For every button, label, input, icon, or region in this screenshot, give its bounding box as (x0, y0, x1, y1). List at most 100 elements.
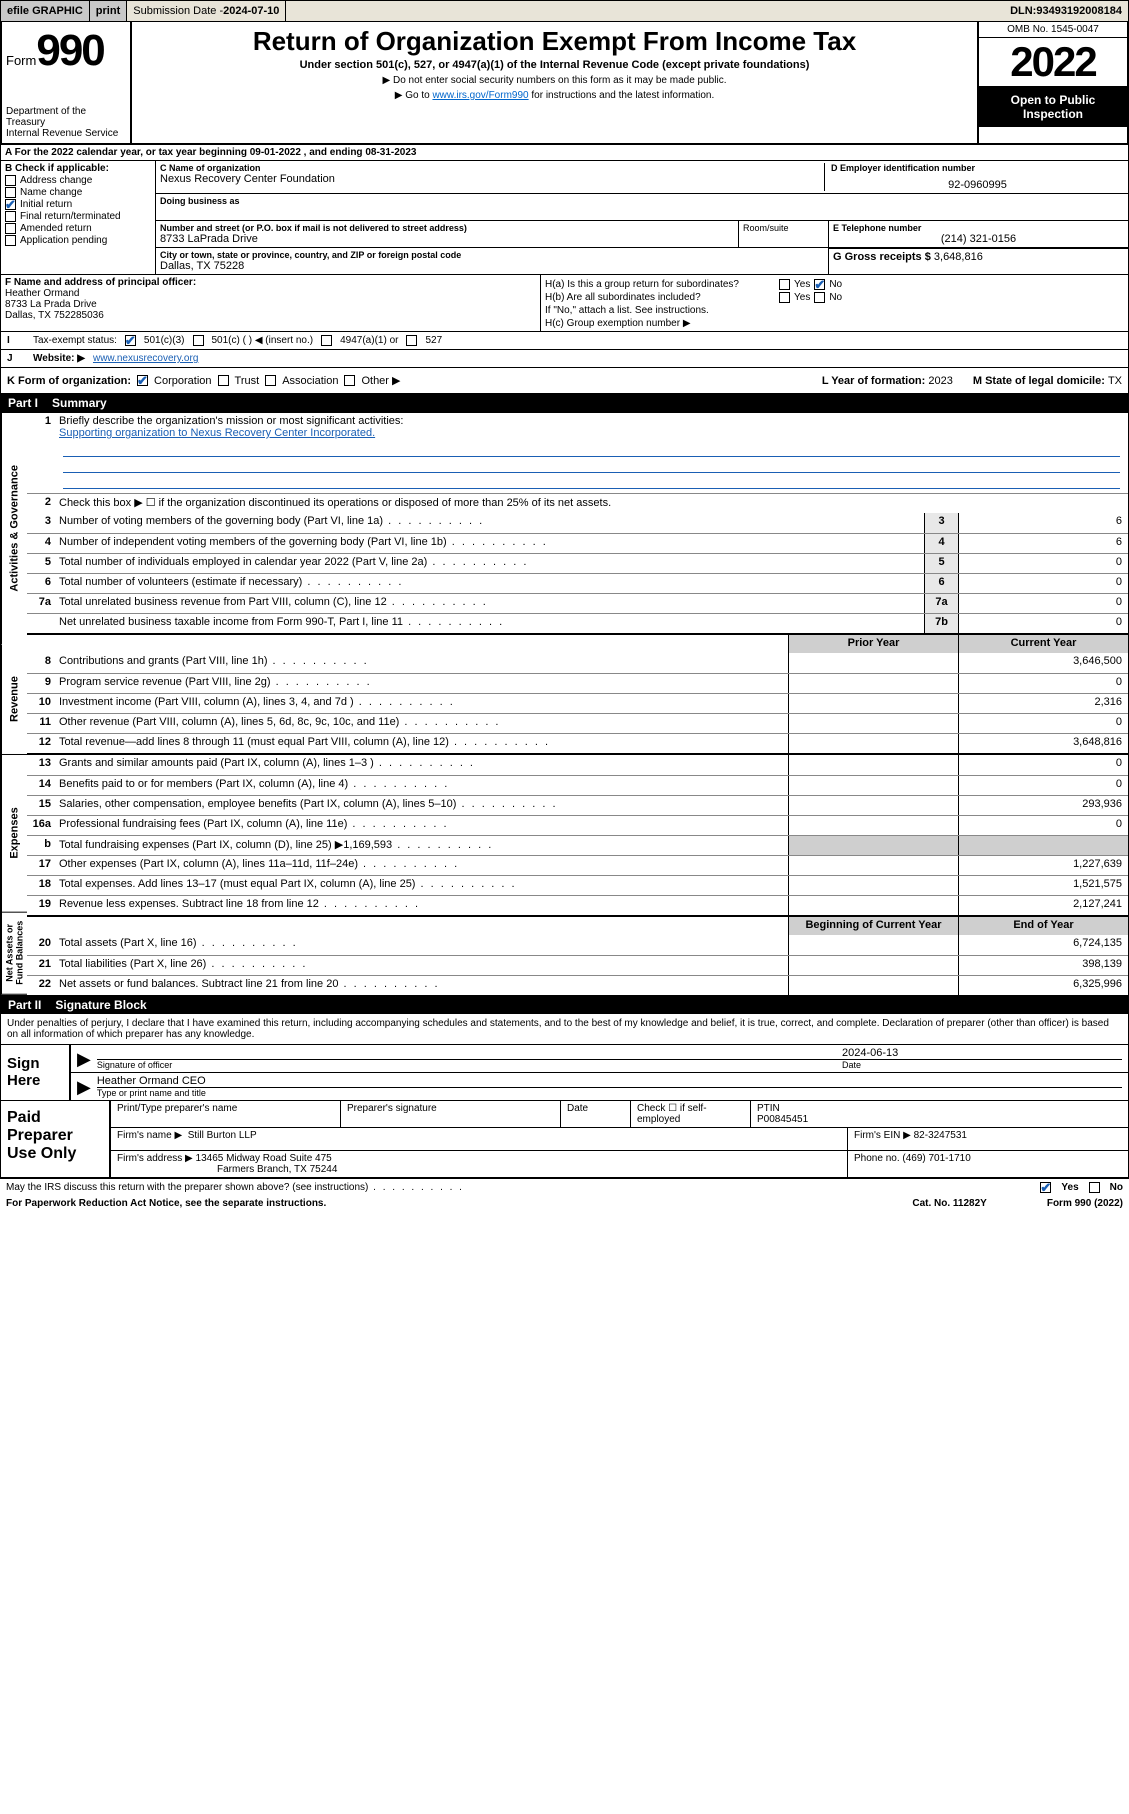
527-checkbox[interactable] (406, 335, 417, 346)
addr-label: Number and street (or P.O. box if mail i… (160, 223, 734, 233)
trust-checkbox[interactable] (218, 375, 229, 386)
line-21-prior (788, 956, 958, 975)
phone-value: (214) 321-0156 (833, 233, 1124, 245)
line-20-current: 6,724,135 (958, 935, 1128, 955)
501c-checkbox[interactable] (193, 335, 204, 346)
irs-link[interactable]: www.irs.gov/Form990 (432, 90, 528, 101)
print-button[interactable]: print (90, 1, 127, 21)
line-b-desc: Total fundraising expenses (Part IX, col… (55, 836, 788, 855)
phone-label: E Telephone number (833, 223, 1124, 233)
form-990-label: Form990 (6, 26, 126, 76)
firm-ein-label: Firm's EIN ▶ (854, 1130, 911, 1141)
firm-ein: 82-3247531 (914, 1130, 967, 1141)
section-FH: F Name and address of principal officer:… (0, 275, 1129, 332)
line-14-current: 0 (958, 776, 1128, 795)
line-22-prior (788, 976, 958, 995)
signature-arrow-icon: ▶ (77, 1049, 97, 1070)
dba-label: Doing business as (160, 196, 1124, 206)
org-name-label: C Name of organization (160, 163, 818, 173)
officer-addr2: Dallas, TX 752285036 (5, 310, 536, 321)
line-4-desc: Number of independent voting members of … (55, 534, 924, 553)
paperwork-notice: For Paperwork Reduction Act Notice, see … (6, 1198, 326, 1209)
tax-year: 2022 (979, 38, 1127, 87)
side-governance: Activities & Governance (1, 413, 27, 645)
line-21-current: 398,139 (958, 956, 1128, 975)
firm-addr-label: Firm's address ▶ (117, 1153, 193, 1164)
mission-value[interactable]: Supporting organization to Nexus Recover… (59, 427, 375, 439)
summary-table: Activities & Governance Revenue Expenses… (0, 412, 1129, 996)
dept-treasury: Department of the Treasury Internal Reve… (6, 106, 126, 139)
line-9-current: 0 (958, 674, 1128, 693)
row-I: I Tax-exempt status: 501(c)(3) 501(c) ( … (0, 332, 1129, 350)
ha-yes-checkbox[interactable] (779, 279, 790, 290)
checkbox-final-return-terminated[interactable]: Final return/terminated (5, 211, 151, 222)
mission-label: Briefly describe the organization's miss… (59, 415, 1124, 427)
officer-label: F Name and address of principal officer: (5, 277, 536, 288)
section-BCDEG: B Check if applicable: Address changeNam… (0, 161, 1129, 275)
org-name: Nexus Recovery Center Foundation (160, 173, 818, 185)
line-22-desc: Net assets or fund balances. Subtract li… (55, 976, 788, 995)
ein-label: D Employer identification number (831, 163, 1124, 173)
line2-checkbox-text: Check this box ▶ ☐ if the organization d… (55, 494, 1128, 513)
line-3-desc: Number of voting members of the governin… (55, 513, 924, 533)
dln: DLN: 93493192008184 (1004, 1, 1128, 21)
line-20-prior (788, 935, 958, 955)
line-18-current: 1,521,575 (958, 876, 1128, 895)
checkbox-amended-return[interactable]: Amended return (5, 223, 151, 234)
side-expenses: Expenses (1, 755, 27, 913)
line-3-value: 6 (958, 513, 1128, 533)
sig-officer-label: Signature of officer (97, 1060, 842, 1070)
row-K: K Form of organization: Corporation Trus… (0, 368, 1129, 394)
line-8-current: 3,646,500 (958, 653, 1128, 673)
line-12-current: 3,648,816 (958, 734, 1128, 753)
assoc-checkbox[interactable] (265, 375, 276, 386)
checkbox-application-pending[interactable]: Application pending (5, 235, 151, 246)
footer-discuss: May the IRS discuss this return with the… (0, 1178, 1129, 1196)
line-13-desc: Grants and similar amounts paid (Part IX… (55, 755, 788, 775)
hdr-prior-year: Prior Year (788, 635, 958, 653)
ha-no-checkbox[interactable] (814, 279, 825, 290)
hdr-begin-year: Beginning of Current Year (788, 917, 958, 935)
line-5-value: 0 (958, 554, 1128, 573)
line-11-desc: Other revenue (Part VIII, column (A), li… (55, 714, 788, 733)
line-19-current: 2,127,241 (958, 896, 1128, 915)
preparer-section: Paid Preparer Use Only Print/Type prepar… (0, 1101, 1129, 1178)
ptin-label: PTIN (757, 1103, 1122, 1114)
website-link[interactable]: www.nexusrecovery.org (93, 353, 198, 364)
efile-button[interactable]: efile GRAPHIC (1, 1, 90, 21)
501c3-checkbox[interactable] (125, 335, 136, 346)
4947-checkbox[interactable] (321, 335, 332, 346)
city-value: Dallas, TX 75228 (160, 260, 824, 272)
line-6-desc: Total number of volunteers (estimate if … (55, 574, 924, 593)
state-domicile: M State of legal domicile: TX (973, 375, 1122, 387)
line-8-desc: Contributions and grants (Part VIII, lin… (55, 653, 788, 673)
checkbox-initial-return[interactable]: Initial return (5, 199, 151, 210)
footer-bottom: For Paperwork Reduction Act Notice, see … (0, 1196, 1129, 1211)
discuss-no-checkbox[interactable] (1089, 1182, 1100, 1193)
checkbox-name-change[interactable]: Name change (5, 187, 151, 198)
note-ssn: ▶ Do not enter social security numbers o… (140, 75, 969, 86)
submission-date: Submission Date - 2024-07-10 (127, 1, 286, 21)
signature-declaration: Under penalties of perjury, I declare th… (1, 1014, 1128, 1044)
row-J: J Website: ▶ www.nexusrecovery.org (0, 350, 1129, 368)
addr-value: 8733 LaPrada Drive (160, 233, 734, 245)
sig-name-title-label: Type or print name and title (97, 1087, 1122, 1098)
ptin-value: P00845451 (757, 1114, 1122, 1125)
row-A-tax-year: A For the 2022 calendar year, or tax yea… (0, 145, 1129, 161)
line-17-desc: Other expenses (Part IX, column (A), lin… (55, 856, 788, 875)
firm-addr1: 13465 Midway Road Suite 475 (196, 1153, 332, 1164)
hb-no-checkbox[interactable] (814, 292, 825, 303)
line-12-desc: Total revenue—add lines 8 through 11 (mu… (55, 734, 788, 753)
checkbox-address-change[interactable]: Address change (5, 175, 151, 186)
sig-date-value: 2024-06-13 (842, 1047, 1122, 1059)
other-checkbox[interactable] (344, 375, 355, 386)
line-18-desc: Total expenses. Add lines 13–17 (must eq… (55, 876, 788, 895)
line-18-prior (788, 876, 958, 895)
cat-no: Cat. No. 11282Y (912, 1198, 986, 1209)
hb-yes-checkbox[interactable] (779, 292, 790, 303)
line-13-current: 0 (958, 755, 1128, 775)
gross-receipts: G Gross receipts $ 3,648,816 (833, 251, 1124, 263)
corp-checkbox[interactable] (137, 375, 148, 386)
line-20-desc: Total assets (Part X, line 16) (55, 935, 788, 955)
discuss-yes-checkbox[interactable] (1040, 1182, 1051, 1193)
